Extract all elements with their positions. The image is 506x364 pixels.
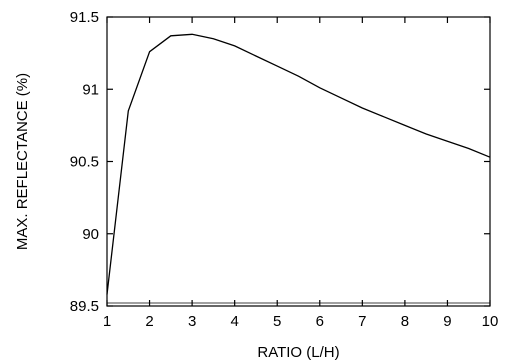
x-tick-label: 10: [482, 313, 499, 330]
x-tick-label: 5: [273, 313, 281, 330]
x-axis-title: RATIO (L/H): [257, 344, 339, 361]
y-tick-label: 91: [82, 81, 99, 98]
x-tick-label: 3: [188, 313, 196, 330]
x-tick-label: 2: [145, 313, 153, 330]
x-tick-label: 7: [358, 313, 366, 330]
y-tick-label: 90.5: [70, 154, 99, 171]
ticks: [106, 16, 491, 307]
x-tick-label: 4: [230, 313, 238, 330]
x-tick-label: 1: [103, 313, 111, 330]
tick-labels: 1 2 3 4 5 6 7 8 9 10 89.5 90 90.5 91 91.5: [70, 9, 499, 330]
series: [106, 33, 491, 295]
x-tick-label: 6: [316, 313, 324, 330]
x-tick-label: 9: [443, 313, 451, 330]
x-tick-label: 8: [401, 313, 409, 330]
y-tick-label: 89.5: [70, 298, 99, 315]
y-tick-label: 90: [82, 226, 99, 243]
y-tick-label: 91.5: [70, 9, 99, 26]
series-line: [106, 33, 491, 295]
y-axis-title: MAX. REFLECTANCE (%): [14, 73, 31, 250]
